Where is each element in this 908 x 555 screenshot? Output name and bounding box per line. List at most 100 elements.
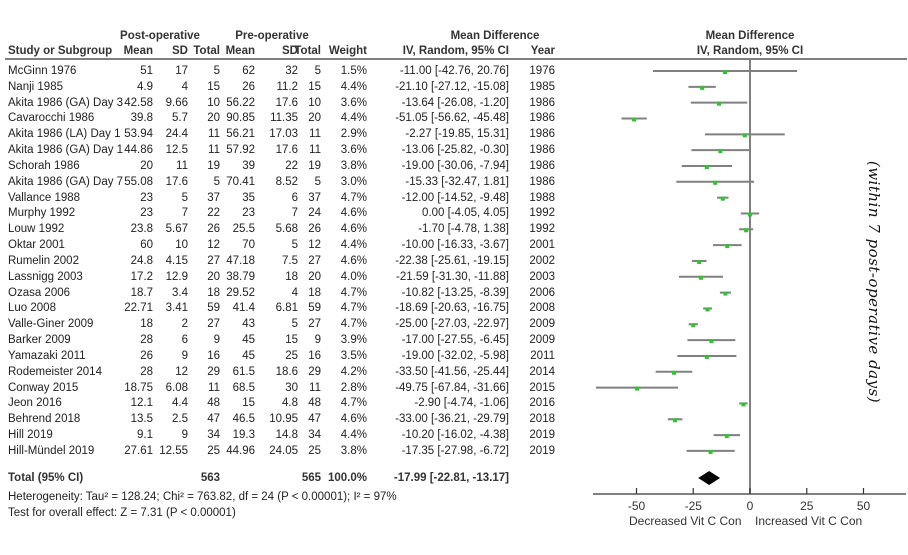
mean-difference: -51.05 [-56.62, -45.48] [395, 112, 509, 125]
mean-difference: -22.38 [-25.61, -19.15] [395, 254, 509, 267]
study-name: Hill-Mündel 2019 [8, 444, 95, 457]
point-estimate [635, 386, 640, 391]
mean-difference: -10.20 [-16.02, -4.38] [401, 429, 509, 442]
pre-sd: 30 [285, 381, 298, 394]
xlabel-right: Increased Vit C Con [755, 514, 863, 528]
pre-sd: 11.2 [276, 80, 298, 93]
post-mean: 28 [140, 365, 153, 378]
pre-total: 27 [308, 318, 321, 331]
post-total: 47 [207, 413, 220, 426]
weight: 3.5% [340, 349, 367, 362]
point-estimate [723, 291, 728, 296]
pre-total: 15 [308, 80, 321, 93]
year: 2019 [529, 429, 555, 442]
post-mean: 44.86 [124, 144, 153, 157]
post-mean: 23.8 [130, 223, 153, 236]
weight: 4.7% [340, 397, 367, 410]
pre-sd: 7.5 [282, 254, 298, 267]
post-mean: 60 [140, 239, 153, 252]
post-total: 25 [207, 444, 220, 457]
mean-difference: -15.33 [-32.47, 1.81] [405, 175, 509, 188]
mean-difference: -21.10 [-27.12, -15.08] [395, 80, 509, 93]
pre-sd: 24.05 [269, 444, 298, 457]
mean-difference: -49.75 [-67.84, -31.66] [395, 381, 509, 394]
post-mean: 51 [140, 65, 153, 77]
post-total: 22 [207, 207, 220, 220]
post-total: 15 [207, 80, 220, 93]
header-divider [5, 58, 907, 60]
point-estimate [697, 259, 702, 264]
pre-sd: 6 [291, 191, 298, 204]
study-name: Yamazaki 2011 [8, 349, 86, 362]
mean-difference: -17.35 [-27.98, -6.72] [401, 444, 509, 457]
post-total: 37 [207, 191, 220, 204]
x-tick-label: 25 [800, 499, 814, 513]
total-md: -17.99 [-22.81, -13.17] [393, 472, 509, 484]
point-estimate [671, 370, 676, 375]
point-estimate [718, 149, 723, 154]
header-study: Study or Subgroup [8, 45, 113, 57]
pre-sd: 32 [285, 65, 298, 77]
pre-sd: 11.35 [270, 112, 298, 125]
mean-difference: -2.90 [-4.74, -1.06] [414, 397, 509, 410]
study-name: Cavarocchi 1986 [8, 112, 95, 125]
pre-mean: 43 [242, 318, 255, 331]
weight: 3.8% [340, 159, 367, 172]
weight: 4.4% [340, 80, 367, 93]
weight: 3.6% [340, 96, 367, 109]
pre-total: 34 [308, 429, 321, 442]
year: 2002 [529, 254, 555, 267]
post-sd: 17 [175, 65, 188, 77]
header-pre-total: Total [294, 45, 321, 57]
year: 1992 [529, 207, 555, 220]
study-name: Akita 1986 (GA) Day 1 [8, 144, 124, 157]
total-post-n: 563 [200, 472, 220, 484]
post-sd: 9 [181, 349, 188, 362]
point-estimate [700, 85, 705, 90]
study-name: Akita 1986 (GA) Day 3 [8, 96, 124, 109]
weight: 3.8% [340, 444, 367, 457]
pre-sd: 17.03 [269, 128, 298, 141]
year: 2018 [529, 413, 555, 426]
pre-total: 29 [308, 365, 321, 378]
pre-mean: 90.85 [226, 112, 255, 125]
post-mean: 20 [140, 159, 153, 172]
post-total: 5 [213, 175, 220, 188]
year: 2014 [529, 365, 555, 378]
header-pre-operative: Pre-operative [235, 30, 309, 42]
pre-sd: 10.95 [269, 413, 298, 426]
weight: 4.6% [340, 413, 367, 426]
point-estimate [704, 164, 709, 169]
study-name: Jeon 2016 [8, 397, 62, 410]
pre-mean: 70.41 [226, 175, 255, 188]
pre-total: 10 [308, 96, 321, 109]
post-mean: 23 [140, 207, 153, 220]
post-mean: 53.94 [124, 128, 153, 141]
post-total: 18 [207, 286, 220, 299]
point-estimate [704, 354, 709, 359]
header-pre-mean: Mean [225, 45, 255, 57]
post-sd: 9 [181, 429, 188, 442]
post-total: 5 [213, 65, 220, 77]
post-total: 12 [207, 239, 220, 252]
pre-total: 11 [309, 144, 321, 157]
post-mean: 27.61 [124, 444, 153, 457]
pre-sd: 5 [291, 318, 298, 331]
year: 1986 [529, 112, 555, 125]
pre-total: 5 [314, 175, 321, 188]
post-mean: 13.5 [130, 413, 153, 426]
mean-difference: -19.00 [-32.02, -5.98] [401, 349, 509, 362]
post-sd: 11 [176, 159, 188, 172]
pre-total: 27 [308, 254, 321, 267]
mean-difference: -10.00 [-16.33, -3.67] [401, 239, 509, 252]
post-mean: 28 [140, 334, 153, 347]
year: 1986 [529, 128, 555, 141]
post-total: 9 [213, 334, 220, 347]
post-mean: 55.08 [124, 175, 153, 188]
study-name: Conway 2015 [8, 381, 79, 394]
x-tick-label: 0 [747, 499, 754, 513]
post-total: 34 [207, 429, 220, 442]
study-name: Nanji 1985 [8, 80, 63, 93]
post-mean: 23 [140, 191, 153, 204]
